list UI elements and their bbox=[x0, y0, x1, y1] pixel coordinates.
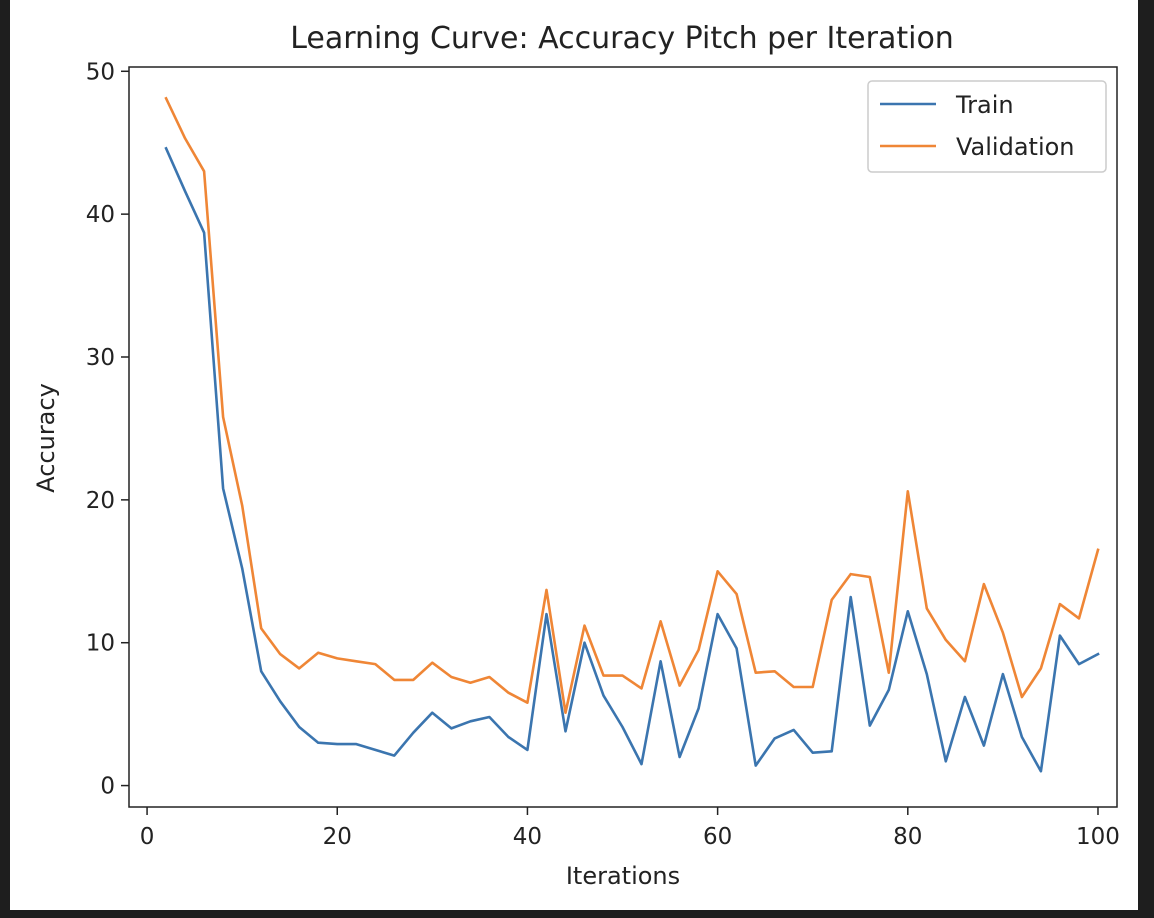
legend-label-validation: Validation bbox=[956, 133, 1075, 161]
x-tick-label: 0 bbox=[140, 824, 155, 850]
x-tick-label: 40 bbox=[513, 824, 542, 850]
y-tick-label: 20 bbox=[86, 488, 115, 514]
figure: Learning Curve: Accuracy Pitch per Itera… bbox=[10, 0, 1138, 910]
x-tick-label: 60 bbox=[703, 824, 732, 850]
legend: Train Validation bbox=[867, 80, 1107, 173]
series-line-train bbox=[164, 146, 1100, 773]
y-tick-label: 40 bbox=[86, 202, 115, 228]
x-axis-title: Iterations bbox=[566, 862, 680, 890]
y-tick-label: 10 bbox=[86, 631, 115, 657]
x-axis: 0 20 40 60 80 100 bbox=[140, 807, 1120, 850]
series-lines bbox=[164, 96, 1100, 773]
series-line-validation bbox=[164, 96, 1100, 715]
y-tick-label: 30 bbox=[86, 345, 115, 371]
chart-title: Learning Curve: Accuracy Pitch per Itera… bbox=[290, 21, 954, 56]
legend-label-train: Train bbox=[955, 91, 1014, 119]
y-tick-label: 0 bbox=[100, 774, 115, 800]
line-chart: Learning Curve: Accuracy Pitch per Itera… bbox=[32, 21, 1120, 890]
plot-area bbox=[128, 66, 1118, 808]
x-tick-label: 80 bbox=[893, 824, 922, 850]
x-tick-label: 100 bbox=[1076, 824, 1120, 850]
x-tick-label: 20 bbox=[323, 824, 352, 850]
y-tick-label: 50 bbox=[86, 59, 115, 85]
y-axis-title: Accuracy bbox=[32, 383, 60, 493]
y-axis: 0 10 20 30 40 50 bbox=[86, 59, 129, 800]
